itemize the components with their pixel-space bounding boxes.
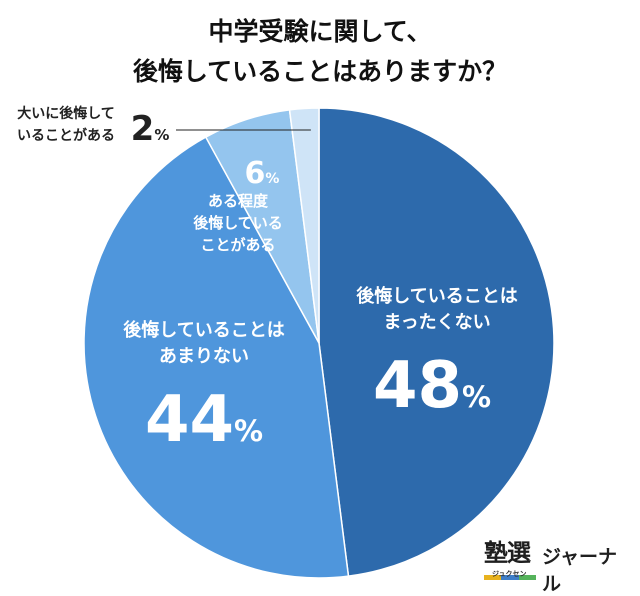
logo-kana: ジュクセン xyxy=(492,570,527,578)
slice-label-2-line-1: 後悔していることは xyxy=(123,319,284,341)
slice-label-4-line-2: いることがある xyxy=(17,127,115,144)
slice-label-2-line-2: あまりない xyxy=(159,346,249,367)
slice-percent-2: 44% xyxy=(145,383,263,457)
slice-label-4-line-1: 大いに後悔して xyxy=(17,105,115,122)
slice-percent-1: 48% xyxy=(373,349,491,423)
chart-title-line1: 中学受験に関して、 xyxy=(208,17,432,46)
pie-slice-2 xyxy=(83,136,350,579)
slice-label-3-line-1: ある程度 xyxy=(208,192,269,210)
slice-percent-3: 6% xyxy=(245,156,280,191)
slice-label-1-line-1: 後悔していることは xyxy=(356,285,517,307)
pie-slice-1 xyxy=(318,107,555,577)
logo-kanji: 塾選 xyxy=(484,539,531,567)
slice-percent-4: 2% xyxy=(131,109,170,149)
logo-journal-text: ジャーナル xyxy=(542,546,618,595)
slice-label-1-line-2: まったくない xyxy=(383,312,490,333)
chart-title-line2: 後悔していることはありますか？ xyxy=(132,57,508,86)
slice-label-3-line-2: 後悔している xyxy=(192,214,283,232)
pie-slice-4 xyxy=(288,107,320,344)
slice-label-3-line-3: ことがある xyxy=(200,236,275,254)
logo-color-bar xyxy=(484,565,536,580)
juku-sen-journal-logo: 塾選 ジュクセン ジャーナル xyxy=(480,533,630,595)
